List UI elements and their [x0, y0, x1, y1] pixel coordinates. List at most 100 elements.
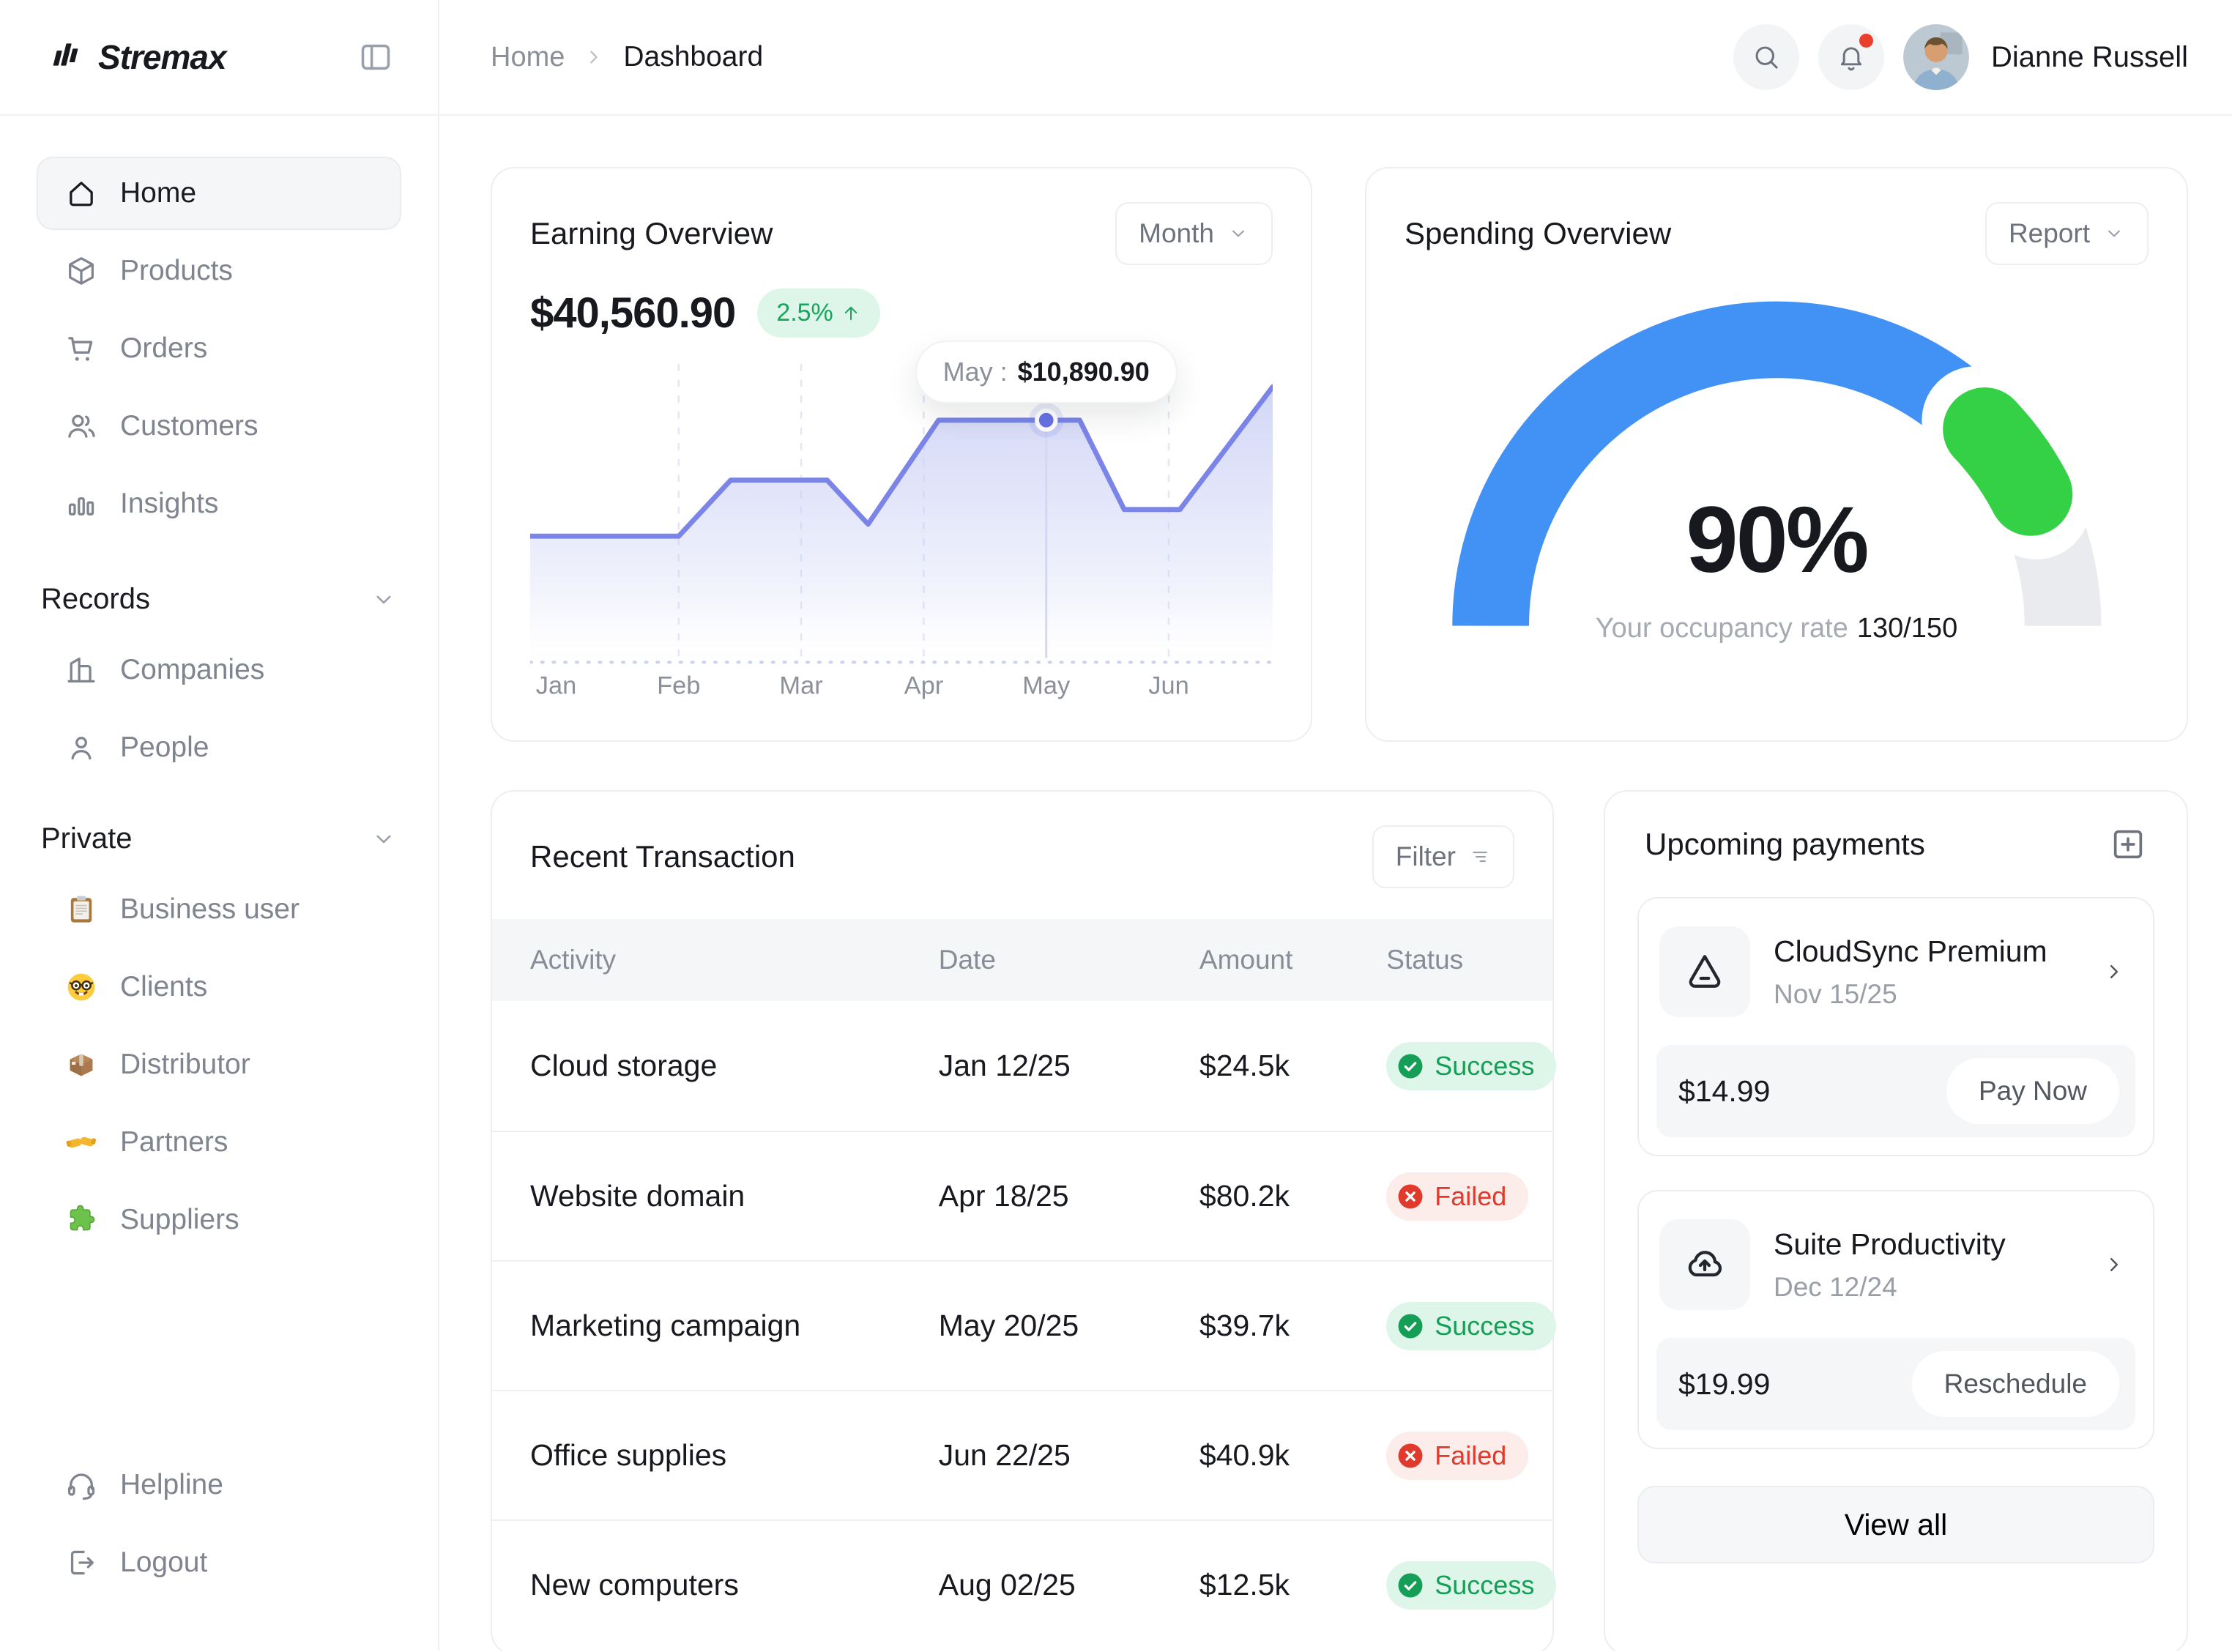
pay-now-button[interactable]: Pay Now	[1946, 1058, 2119, 1125]
brand-logo[interactable]: Stremax	[44, 37, 227, 78]
table-row-office-supplies[interactable]: Office supplies Jun 22/25 $40.9k Failed	[492, 1390, 1552, 1519]
spending-overview-card: Spending Overview Report 90% Your occupa…	[1365, 167, 2188, 743]
check-circle-icon	[1396, 1052, 1424, 1080]
logout-icon	[64, 1546, 98, 1580]
sidebar-item-label: Home	[120, 177, 197, 209]
payment-footer: $19.99 Reschedule	[1656, 1338, 2135, 1431]
main-content: Earning Overview Month $40,560.90 2.5%	[439, 116, 2232, 1651]
brand-name: Stremax	[98, 38, 227, 76]
sidebar-item-companies[interactable]: Companies	[37, 633, 401, 707]
sidebar-item-logout[interactable]: Logout	[37, 1526, 401, 1599]
payments-title: Upcoming payments	[1645, 827, 1925, 862]
payment-footer: $14.99 Pay Now	[1656, 1045, 2135, 1138]
sidebar-item-people[interactable]: People	[37, 711, 401, 784]
sidebar-item-partners[interactable]: Partners	[37, 1106, 401, 1179]
reschedule-button[interactable]: Reschedule	[1911, 1351, 2119, 1418]
breadcrumb-home[interactable]: Home	[491, 41, 565, 72]
cloud-upload-icon	[1659, 1219, 1750, 1311]
earning-amount: $40,560.90	[530, 289, 736, 337]
search-button[interactable]	[1733, 24, 1799, 90]
check-circle-icon	[1396, 1312, 1424, 1340]
upcoming-payments-card: Upcoming payments CloudSync Premium Nov 1…	[1604, 790, 2188, 1651]
x-circle-icon	[1396, 1442, 1424, 1470]
headset-icon	[64, 1468, 98, 1502]
payment-item-row[interactable]: CloudSync Premium Nov 15/25	[1656, 916, 2135, 1029]
payment-date: Dec 12/24	[1774, 1271, 1897, 1302]
column-header-date[interactable]: Date	[938, 945, 996, 975]
sidebar-sections: Records Companies People Private Business us…	[37, 545, 401, 1261]
view-all-button[interactable]: View all	[1637, 1486, 2154, 1564]
notifications-button[interactable]	[1818, 24, 1884, 90]
clipboard-emoji-icon	[64, 893, 98, 926]
payment-item-row[interactable]: Suite Productivity Dec 12/24	[1656, 1209, 2135, 1322]
cell-amount: $12.5k	[1199, 1568, 1290, 1602]
table-row-cloud-storage[interactable]: Cloud storage Jan 12/25 $24.5k Success	[492, 1001, 1557, 1131]
cell-activity: Office supplies	[530, 1438, 727, 1473]
filter-button[interactable]: Filter	[1372, 825, 1514, 889]
sidebar-item-insights[interactable]: Insights	[37, 467, 401, 540]
column-header-amount[interactable]: Amount	[1199, 945, 1293, 975]
table-row-new-computers[interactable]: New computers Aug 02/25 $12.5k Success	[492, 1519, 1557, 1649]
sidebar-section-header-private[interactable]: Private	[37, 822, 401, 855]
sidebar-item-orders[interactable]: Orders	[37, 312, 401, 385]
earning-line-chart[interactable]: May : $10,890.90 Jan Feb Mar Apr May Jun	[530, 341, 1273, 707]
spending-title: Spending Overview	[1405, 216, 1672, 250]
payment-item-cloudsync-premium: CloudSync Premium Nov 15/25 $14.99 Pay Now	[1637, 897, 2154, 1157]
svg-text:Jun: Jun	[1148, 672, 1189, 700]
recent-transactions-card: Recent Transaction Filter Activity Date …	[491, 790, 1557, 1651]
cell-amount: $40.9k	[1199, 1438, 1290, 1473]
users-icon	[64, 409, 98, 443]
sidebar-item-customers[interactable]: Customers	[37, 390, 401, 463]
sidebar-item-label: Distributor	[120, 1049, 250, 1080]
earning-title: Earning Overview	[530, 216, 773, 250]
topbar: Stremax Home Dashboard Dianne Russell	[0, 0, 2232, 116]
chevron-down-icon	[2103, 223, 2125, 245]
svg-text:Jan: Jan	[536, 672, 577, 700]
drive-icon	[1659, 926, 1750, 1018]
payment-info: CloudSync Premium Nov 15/25	[1774, 934, 2078, 1010]
table-body: Cloud storage Jan 12/25 $24.5k Success Websi…	[492, 1001, 1557, 1649]
table-row-marketing-campaign[interactable]: Marketing campaign May 20/25 $39.7k Success	[492, 1260, 1557, 1390]
earning-delta-value: 2.5%	[776, 299, 833, 327]
sidebar-item-suppliers[interactable]: Suppliers	[37, 1183, 401, 1257]
spending-report-select[interactable]: Report	[1984, 202, 2149, 265]
sidebar-section-header-records[interactable]: Records	[37, 583, 401, 616]
arrow-up-icon	[841, 303, 861, 324]
chevron-right-icon	[2102, 1252, 2127, 1277]
gauge-percent: 90%	[1686, 487, 1869, 592]
sidebar-item-label: Helpline	[120, 1469, 223, 1500]
payment-info: Suite Productivity Dec 12/24	[1774, 1227, 2078, 1303]
section-title: Private	[41, 822, 133, 855]
sidebar-item-helpline[interactable]: Helpline	[37, 1448, 401, 1522]
sidebar-item-label: Clients	[120, 971, 208, 1002]
svg-text:Apr: Apr	[904, 672, 944, 700]
table-row-website-domain[interactable]: Website domain Apr 18/25 $80.2k Failed	[492, 1131, 1552, 1260]
status-label: Success	[1435, 1050, 1535, 1081]
earning-overview-card: Earning Overview Month $40,560.90 2.5%	[491, 167, 1312, 743]
sidebar-item-home[interactable]: Home	[37, 157, 401, 230]
plus-square-icon	[2109, 825, 2147, 863]
transactions-table: Activity Date Amount Status Cloud storag…	[492, 919, 1557, 1649]
user-name: Dianne Russell	[1990, 40, 2188, 73]
cell-date: Aug 02/25	[938, 1568, 1076, 1602]
sidebar-item-distributor[interactable]: Distributor	[37, 1028, 401, 1101]
x-circle-icon	[1396, 1183, 1424, 1210]
sidebar-item-clients[interactable]: Clients	[37, 950, 401, 1024]
add-payment-button[interactable]	[2109, 825, 2147, 863]
sidebar-item-label: Products	[120, 255, 233, 286]
sidebar-toggle-button[interactable]	[357, 39, 394, 75]
home-icon	[64, 176, 98, 210]
earning-range-label: Month	[1139, 218, 1214, 248]
column-header-status[interactable]: Status	[1386, 945, 1464, 975]
sidebar-item-label: Logout	[120, 1547, 208, 1578]
cell-activity: Marketing campaign	[530, 1309, 801, 1343]
sidebar-item-business-user[interactable]: Business user	[37, 873, 401, 946]
earning-range-select[interactable]: Month	[1115, 202, 1273, 265]
cart-icon	[64, 332, 98, 365]
bar-chart-icon	[64, 487, 98, 521]
bell-icon	[1836, 42, 1867, 72]
avatar[interactable]	[1902, 24, 1969, 90]
column-header-activity[interactable]: Activity	[530, 945, 617, 975]
sidebar-item-products[interactable]: Products	[37, 234, 401, 308]
panel-icon	[357, 39, 394, 75]
